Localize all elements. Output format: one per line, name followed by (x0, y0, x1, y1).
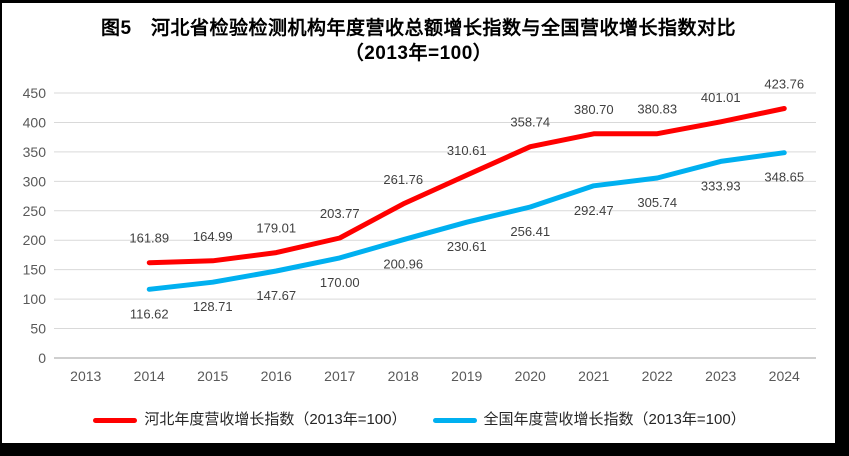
data-label: 380.70 (574, 102, 614, 117)
chart-title: 图5 河北省检验检测机构年度营收总额增长指数与全国营收增长指数对比 （2013年… (2, 16, 835, 66)
y-tick-label: 250 (23, 203, 47, 219)
data-label: 310.61 (447, 143, 487, 158)
y-tick-label: 450 (23, 85, 47, 101)
y-tick-label: 50 (30, 321, 46, 337)
data-label: 358.74 (510, 115, 550, 130)
x-tick-label: 2023 (705, 368, 736, 384)
data-label: 230.61 (447, 239, 487, 254)
data-label: 333.93 (701, 178, 741, 193)
data-label: 292.47 (574, 203, 614, 218)
legend-item-national: 全国年度营收增长指数（2013年=100） (432, 411, 746, 429)
legend-item-hebei: 河北年度营收增长指数（2013年=100） (93, 411, 407, 429)
legend-swatch-national (432, 417, 477, 423)
data-label: 401.01 (701, 90, 741, 105)
x-tick-label: 2019 (451, 368, 482, 384)
y-tick-label: 150 (23, 262, 47, 278)
chart-legend: 河北年度营收增长指数（2013年=100） 全国年度营收增长指数（2013年=1… (2, 407, 837, 433)
data-label: 161.89 (129, 231, 169, 246)
legend-label-hebei: 河北年度营收增长指数（2013年=100） (144, 411, 407, 428)
data-label: 423.76 (764, 76, 804, 91)
data-label: 380.83 (637, 102, 677, 117)
x-tick-label: 2016 (261, 368, 292, 384)
x-tick-label: 2022 (642, 368, 673, 384)
chart-title-line2: （2013年=100） (344, 43, 493, 64)
data-label: 261.76 (383, 172, 423, 187)
y-tick-label: 300 (23, 173, 47, 189)
series-line-national (146, 150, 787, 292)
series-line-hebei (146, 106, 787, 266)
x-tick-label: 2020 (515, 368, 546, 384)
legend-swatch-hebei (93, 417, 138, 423)
data-label: 116.62 (130, 306, 169, 321)
x-tick-label: 2017 (324, 368, 355, 384)
data-label: 164.99 (193, 229, 233, 244)
y-tick-label: 350 (23, 144, 47, 160)
legend-label-national: 全国年度营收增长指数（2013年=100） (483, 411, 746, 428)
data-label: 203.77 (320, 206, 360, 221)
data-label: 305.74 (637, 195, 677, 210)
chart-title-line1: 图5 河北省检验检测机构年度营收总额增长指数与全国营收增长指数对比 (100, 18, 737, 39)
data-label: 147.67 (256, 288, 296, 303)
data-label: 348.65 (764, 170, 804, 185)
x-tick-label: 2015 (197, 368, 228, 384)
data-label: 170.00 (320, 275, 360, 290)
x-tick-label: 2024 (769, 368, 800, 384)
data-label: 200.96 (383, 257, 423, 272)
data-label: 128.71 (193, 299, 233, 314)
y-tick-label: 200 (23, 232, 47, 248)
x-tick-label: 2013 (70, 368, 101, 384)
y-tick-label: 400 (23, 114, 47, 130)
x-tick-label: 2021 (578, 368, 609, 384)
x-tick-label: 2018 (388, 368, 419, 384)
y-tick-label: 100 (23, 291, 47, 307)
data-label: 256.41 (510, 224, 550, 239)
y-tick-label: 0 (38, 350, 46, 366)
data-label: 179.01 (256, 221, 296, 236)
x-tick-label: 2014 (134, 368, 165, 384)
chart-background: 图5 河北省检验检测机构年度营收总额增长指数与全国营收增长指数对比 （2013年… (2, 3, 835, 443)
